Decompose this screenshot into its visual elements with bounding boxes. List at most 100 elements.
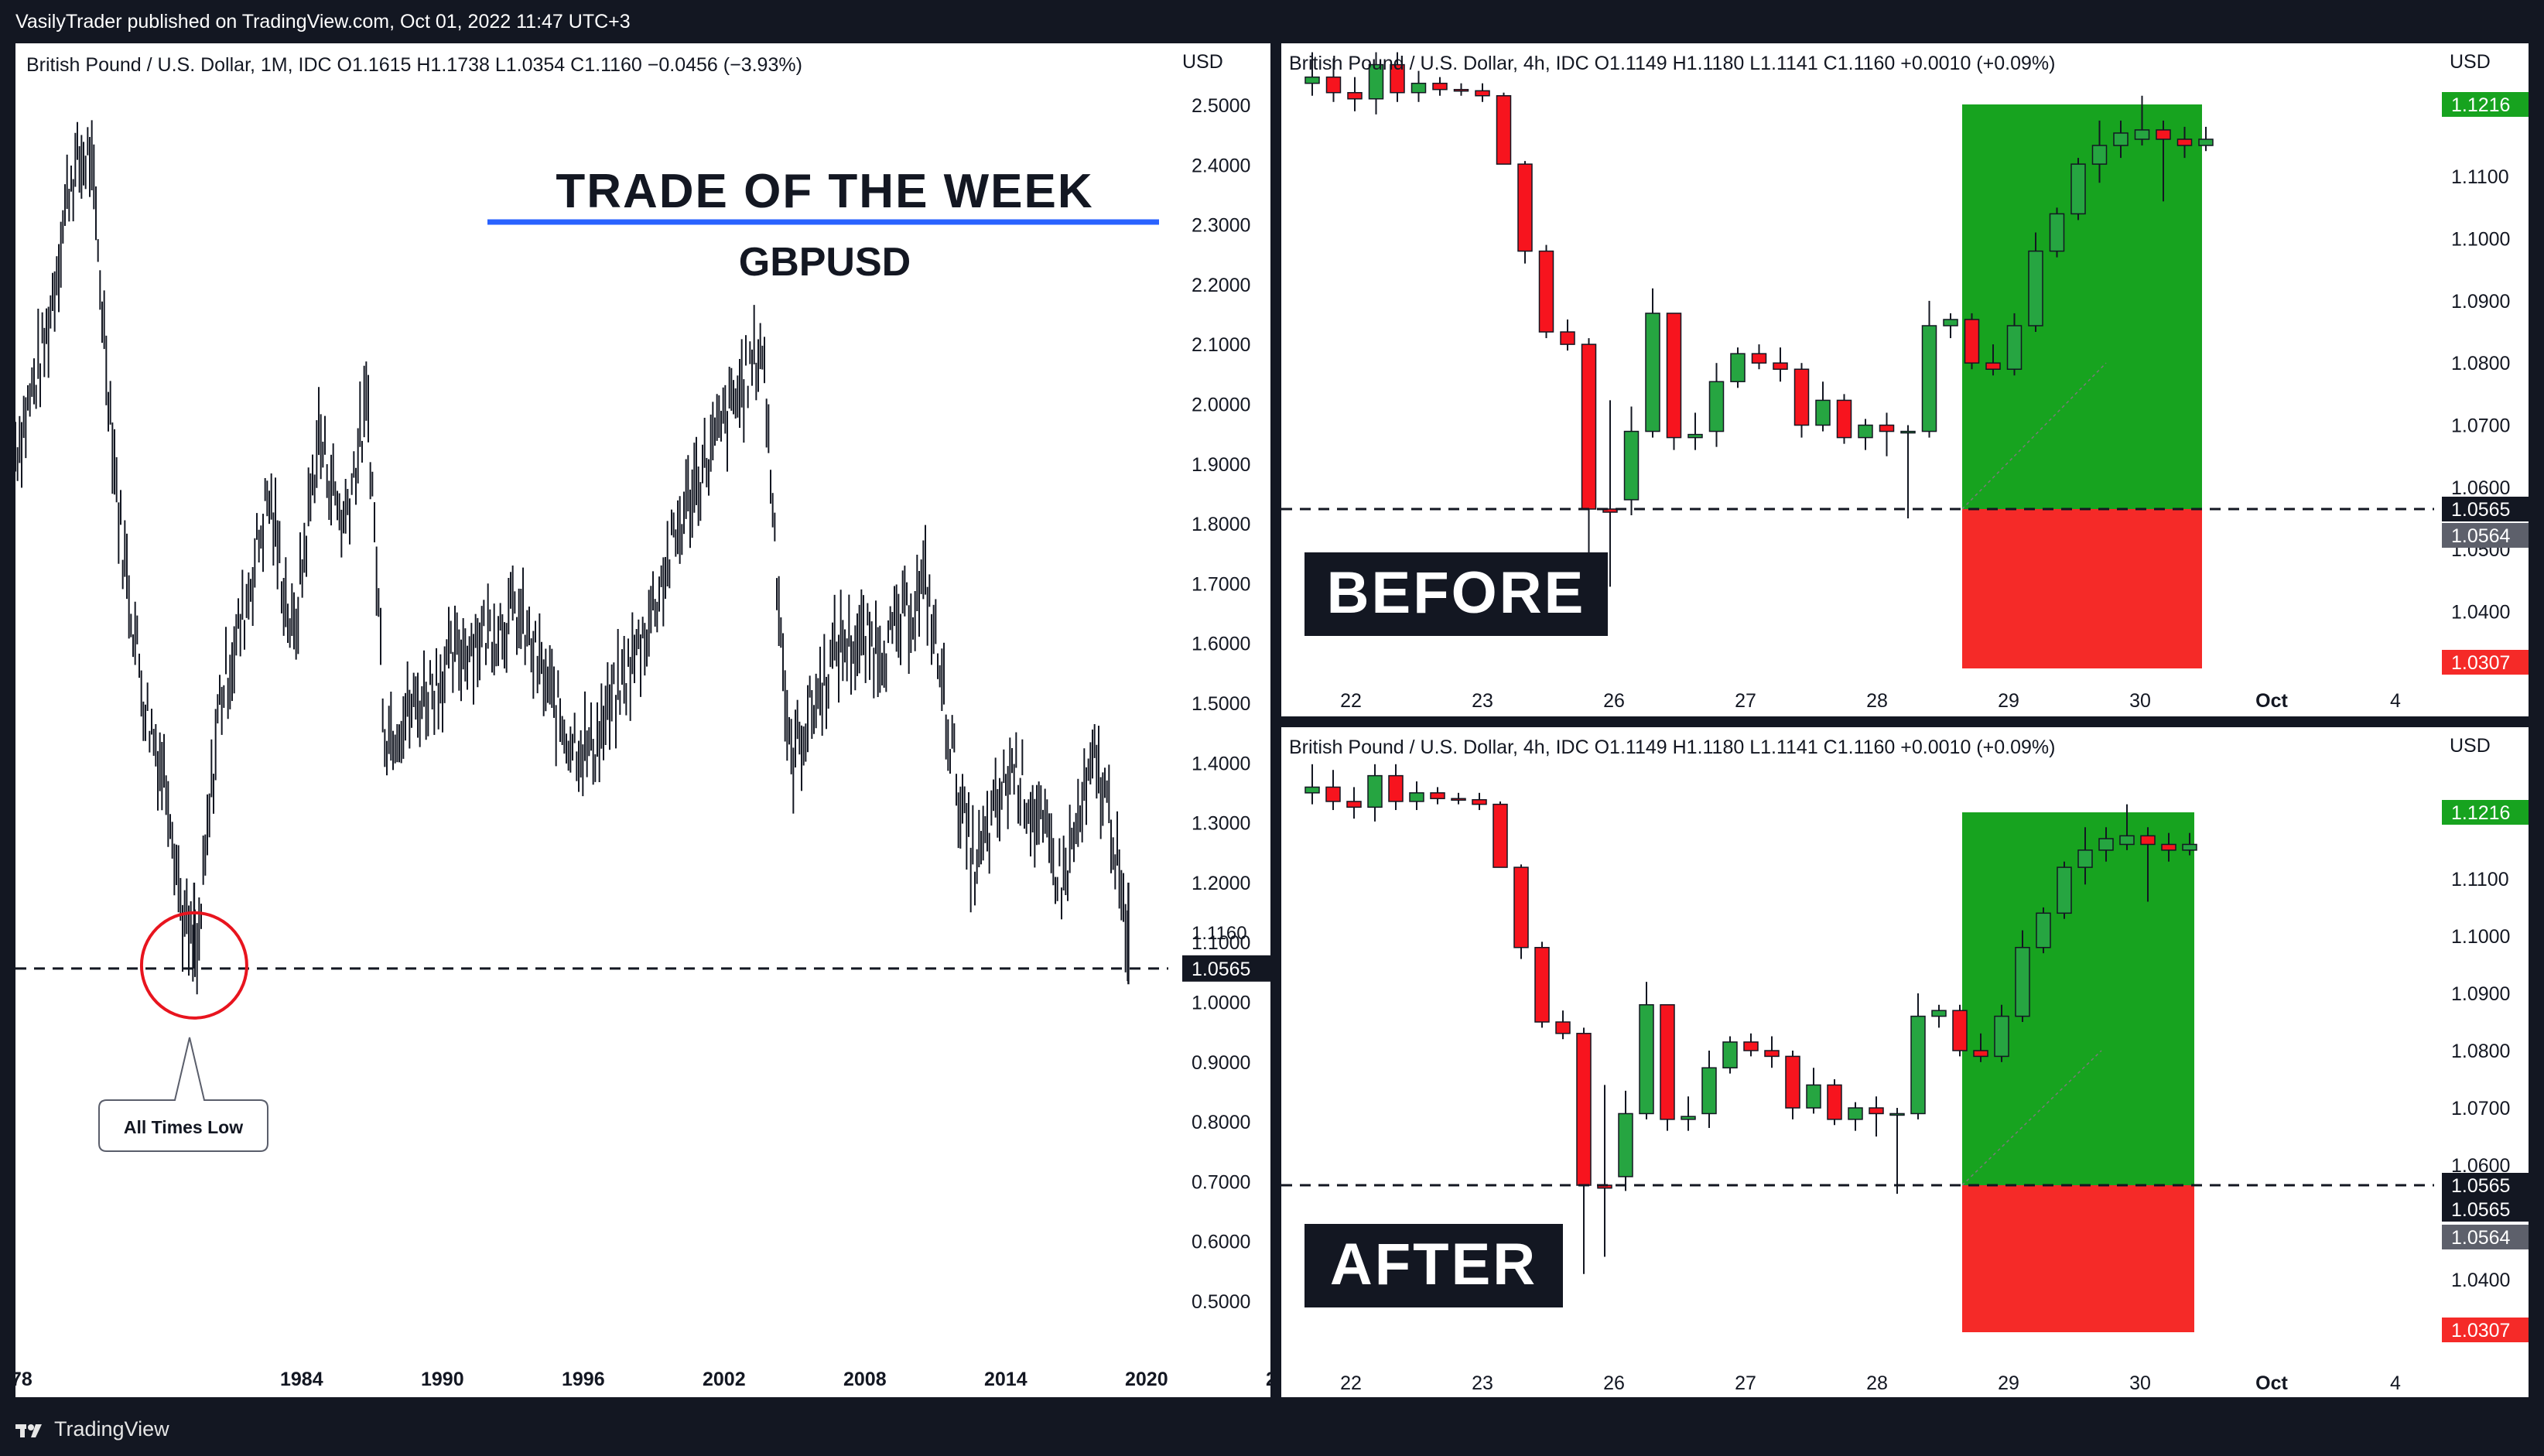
candle-up — [1681, 1116, 1696, 1120]
y-tick-label: 1.4000 — [1192, 753, 1250, 774]
price-tag-bg — [2442, 650, 2529, 675]
monthly-chart-panel[interactable]: 2.5000 2.4000 2.3000 2.2000 2.1000 2.0000 1.90… — [15, 43, 1270, 1397]
candle-down — [1576, 1033, 1592, 1186]
candle-down — [1346, 801, 1362, 808]
position-path-line — [1961, 1050, 2102, 1186]
y-tick-label: 1.2000 — [1192, 873, 1250, 894]
price-tag-bg — [2442, 1197, 2529, 1222]
candle-up — [2182, 843, 2197, 851]
candle-up — [1900, 430, 1916, 434]
price-tag-bg — [2442, 497, 2529, 521]
after-chart-panel[interactable]: 1.1100 1.1000 1.0900 1.0800 1.0700 1.0600 1.04… — [1281, 727, 2529, 1397]
candle-up — [1848, 1107, 1863, 1120]
price-tag-label: 1.1216 — [2451, 94, 2510, 116]
candle-up — [1858, 424, 1873, 439]
price-tag-label: 1.0565 — [2451, 499, 2510, 521]
candle-down — [1493, 803, 1508, 868]
x-tick-label: 22 — [1340, 690, 1362, 712]
y-tick-label: 0.6000 — [1192, 1232, 1250, 1253]
x-tick-label: 28 — [1866, 690, 1888, 712]
candle-down — [2140, 835, 2156, 846]
candle-down — [2161, 843, 2176, 851]
candle-down — [2156, 129, 2171, 140]
candle-up — [1931, 1010, 1947, 1017]
price-tag-bg — [2442, 1318, 2529, 1342]
candle-down — [1517, 163, 1533, 252]
stop-loss-zone — [1962, 509, 2202, 668]
x-tick-label: 26 — [1603, 690, 1625, 712]
candle-up — [2098, 838, 2114, 851]
candle-down — [1793, 368, 1810, 426]
candle-up — [1623, 430, 1640, 501]
x-tick-label: 27 — [1735, 1372, 1756, 1394]
candle-up — [1910, 1015, 1926, 1115]
candle-up — [2028, 250, 2043, 326]
callout-bubble — [98, 1037, 268, 1152]
x-tick-label: 2026 — [1266, 1369, 1270, 1390]
x-tick-label: 30 — [2129, 690, 2151, 712]
candle-up — [2049, 213, 2065, 252]
y-tick-label: 1.6000 — [1192, 634, 1250, 655]
y-tick-label: 0.5000 — [1192, 1291, 1250, 1313]
y-tick-label: 1.0800 — [2451, 353, 2510, 374]
candle-down — [1581, 343, 1597, 510]
y-tick-label: 1.8000 — [1192, 514, 1250, 535]
candle-up — [1645, 313, 1660, 432]
candle-down — [1964, 319, 1980, 364]
candle-up — [1687, 433, 1703, 439]
y-tick-label: 1.0400 — [2451, 602, 2510, 624]
y-tick-label: 1.5000 — [1192, 693, 1250, 715]
candle-up — [1410, 82, 1427, 94]
candle-down — [1534, 946, 1550, 1023]
candle-down — [1325, 76, 1342, 94]
publisher-bar: VasilyTrader published on TradingView.co… — [0, 0, 2544, 43]
candle-up — [2119, 835, 2135, 846]
price-tag-label: 1.0565 — [2451, 1199, 2510, 1221]
candle-up — [1618, 1113, 1633, 1177]
candle-down — [1985, 362, 2001, 370]
x-tick-label: 23 — [1472, 1372, 1493, 1394]
candle-down — [1879, 424, 1895, 432]
before-chart-svg[interactable]: 1.11001.10001.09001.08001.07001.06001.05… — [1281, 43, 2529, 716]
candle-down — [1325, 786, 1341, 802]
y-tick-label: 1.0700 — [2451, 415, 2510, 437]
title-sub: GBPUSD — [739, 240, 911, 285]
candle-up — [2036, 912, 2051, 948]
candle-up — [1722, 1041, 1738, 1068]
x-tick-label: 30 — [2129, 1372, 2151, 1394]
candle-up — [2091, 145, 2108, 165]
candle-down — [1475, 90, 1490, 97]
x-tick-label: 2008 — [843, 1369, 887, 1390]
candle-up — [2077, 849, 2093, 868]
x-tick-label: 1990 — [421, 1369, 464, 1390]
candle-up — [1367, 774, 1383, 808]
take-profit-zone — [1962, 812, 2194, 1185]
candle-down — [1451, 798, 1466, 801]
candle-up — [2070, 163, 2086, 215]
candle-up — [2134, 129, 2150, 140]
monthly-chart-svg[interactable]: 2.5000 2.4000 2.3000 2.2000 2.1000 2.0000 1.90… — [15, 43, 1270, 1397]
candle-down — [1430, 792, 1445, 799]
badge-bg — [1304, 552, 1608, 636]
candle-up — [2198, 138, 2214, 146]
candle-up — [1889, 1113, 1905, 1116]
after-chart-svg[interactable]: 1.11001.10001.09001.08001.07001.06001.04… — [1281, 727, 2529, 1397]
x-tick-label: 4 — [2390, 1372, 2401, 1394]
x-tick-label: 4 — [2390, 690, 2401, 712]
before-chart-panel[interactable]: 1.1100 1.1000 1.0900 1.0800 1.0700 1.0600 1.05… — [1281, 43, 2529, 716]
candle-down — [1827, 1084, 1842, 1120]
candle-down — [1513, 866, 1529, 948]
y-tick-label: 2.1000 — [1192, 334, 1250, 356]
y-tick-label: 1.0900 — [2451, 983, 2510, 1005]
candle-down — [1869, 1107, 1884, 1115]
y-tick-label: 2.3000 — [1192, 215, 1250, 237]
y-tick-label: 1.0700 — [2451, 1098, 2510, 1119]
chart-header: British Pound / U.S. Dollar, 4h, IDC O1.… — [1289, 53, 2056, 74]
y-tick-label: 1.1100 — [2451, 869, 2509, 890]
x-tick-label: 29 — [1998, 1372, 2019, 1394]
x-tick-label: 2020 — [1125, 1369, 1168, 1390]
x-tick-label: 2002 — [703, 1369, 746, 1390]
y-tick-label: 1.0600 — [2451, 477, 2510, 499]
candle-up — [2057, 866, 2072, 914]
candle-down — [1785, 1055, 1800, 1109]
